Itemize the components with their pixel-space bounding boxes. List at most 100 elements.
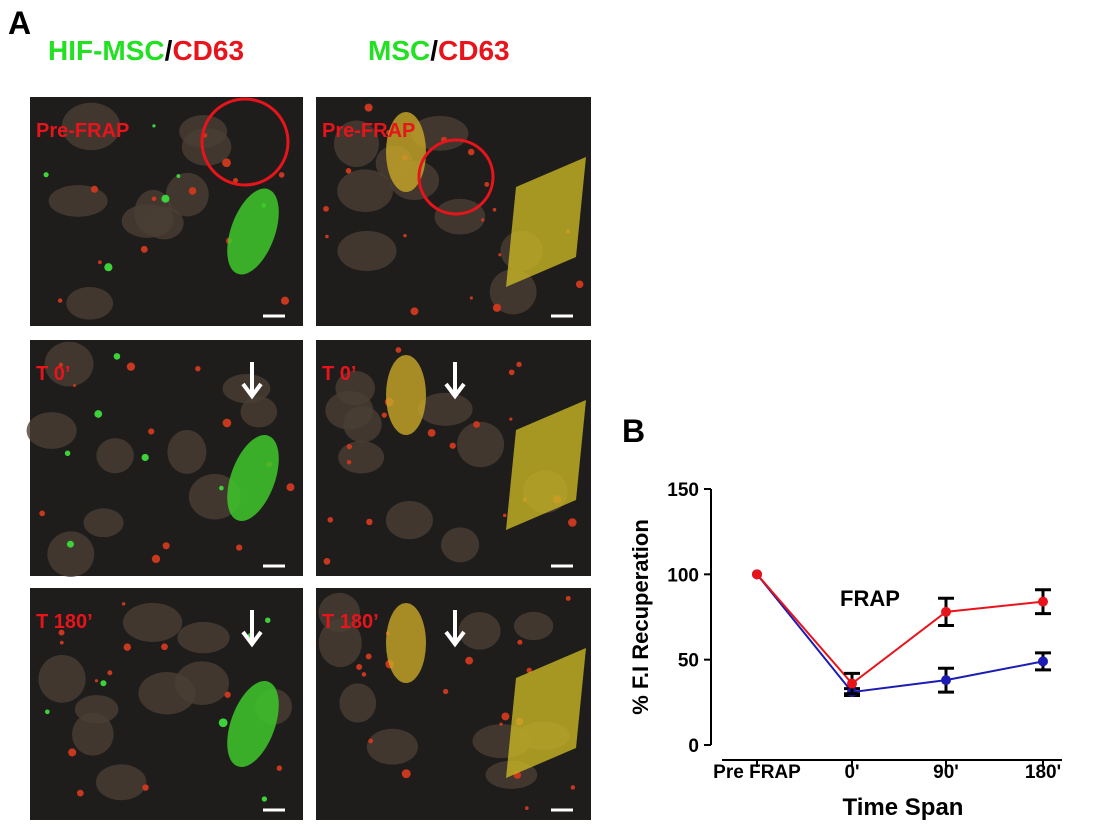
- green-cell: [227, 188, 279, 275]
- vesicle: [57, 298, 63, 303]
- vesicle: [39, 510, 45, 517]
- vesicle: [232, 177, 239, 184]
- vesicle: [356, 663, 363, 670]
- vesicle: [161, 643, 168, 651]
- vesicle: [469, 296, 473, 300]
- cell: [138, 672, 196, 715]
- vesicle: [501, 712, 510, 721]
- yellow-cell: [386, 355, 426, 435]
- image-label: Pre-FRAP: [322, 120, 415, 142]
- chart: B FRAP Time Span % F.I Recuperation 0 50 1…: [622, 413, 1062, 821]
- vesicle: [427, 428, 436, 437]
- vesicle: [176, 174, 181, 179]
- cell: [61, 102, 121, 151]
- vesicle: [73, 384, 77, 388]
- arrow: [241, 610, 263, 648]
- title-part: MSC: [368, 35, 430, 66]
- vesicle: [401, 769, 411, 779]
- yellow-cell: [386, 112, 426, 192]
- cell: [47, 531, 95, 577]
- vesicle: [327, 517, 334, 523]
- vesicle: [141, 453, 149, 462]
- cell: [240, 396, 278, 428]
- vesicle: [151, 554, 161, 564]
- vesicle: [94, 410, 103, 418]
- series-line: [756, 573, 1044, 685]
- y-axis-label: % F.I Recuperation: [628, 519, 653, 715]
- image-label: T 0’: [322, 363, 356, 385]
- vesicle: [107, 670, 113, 676]
- cell: [167, 430, 207, 474]
- cell: [318, 619, 362, 668]
- vesicle: [224, 691, 231, 698]
- vesicle: [502, 513, 507, 518]
- vesicle: [410, 307, 419, 316]
- y-tick-label: 0: [688, 736, 699, 757]
- cell: [96, 438, 134, 474]
- vesicle: [570, 785, 576, 790]
- cell: [188, 474, 241, 520]
- vesicle: [498, 253, 502, 257]
- cell: [338, 441, 385, 474]
- vesicle: [142, 784, 149, 791]
- arrow: [444, 362, 466, 400]
- vesicle: [368, 738, 374, 744]
- frap-circle: [417, 138, 495, 216]
- yellow-cell: [386, 603, 426, 683]
- vesicle: [517, 639, 523, 645]
- point: [941, 606, 951, 617]
- cell: [417, 392, 473, 426]
- vesicle: [151, 196, 157, 202]
- point: [752, 569, 762, 580]
- vesicle: [43, 172, 49, 178]
- vesicle: [565, 595, 571, 601]
- frap-circle: [200, 97, 290, 187]
- x-tick-label: 90': [933, 762, 959, 783]
- title-part: /: [430, 35, 438, 66]
- vesicle: [162, 542, 170, 550]
- vesicle: [403, 233, 407, 238]
- vesicle: [526, 667, 532, 673]
- vesicle: [480, 218, 485, 222]
- cell: [44, 341, 94, 387]
- cell: [514, 611, 554, 641]
- vesicle: [97, 260, 102, 265]
- vesicle: [276, 765, 283, 771]
- cell: [181, 127, 232, 166]
- vesicle: [325, 234, 329, 239]
- cell: [177, 621, 230, 654]
- x-tick-label: 0': [844, 762, 859, 783]
- point: [847, 678, 857, 689]
- vesicle: [345, 168, 352, 174]
- column-title: HIF-MSC/CD63: [48, 35, 244, 66]
- cell: [458, 612, 501, 650]
- vesicle: [66, 540, 74, 548]
- vesicle: [280, 296, 290, 305]
- vesicle: [492, 207, 497, 212]
- vesicle: [68, 748, 77, 757]
- x-axis-label: Time Span: [843, 794, 964, 821]
- panel-label: B: [622, 413, 645, 449]
- vesicle: [104, 263, 113, 272]
- cell: [83, 508, 124, 538]
- cell: [333, 120, 379, 167]
- image-label: T 180’: [36, 611, 93, 633]
- title-part: CD63: [172, 35, 244, 66]
- y-tick-label: 50: [678, 651, 699, 672]
- vesicle: [323, 205, 329, 212]
- vesicle: [381, 412, 388, 418]
- vesicle: [323, 557, 331, 565]
- cell: [366, 728, 419, 765]
- vesicle: [76, 789, 84, 797]
- vesicle: [113, 353, 121, 360]
- vesicle: [365, 653, 372, 660]
- vesicle: [219, 485, 224, 491]
- arrow: [241, 362, 263, 400]
- vesicle: [236, 544, 243, 551]
- vesicle: [346, 460, 352, 465]
- vesicle: [100, 680, 107, 687]
- cell: [318, 592, 361, 633]
- cell: [385, 500, 433, 540]
- title-part: HIF-MSC: [48, 35, 165, 66]
